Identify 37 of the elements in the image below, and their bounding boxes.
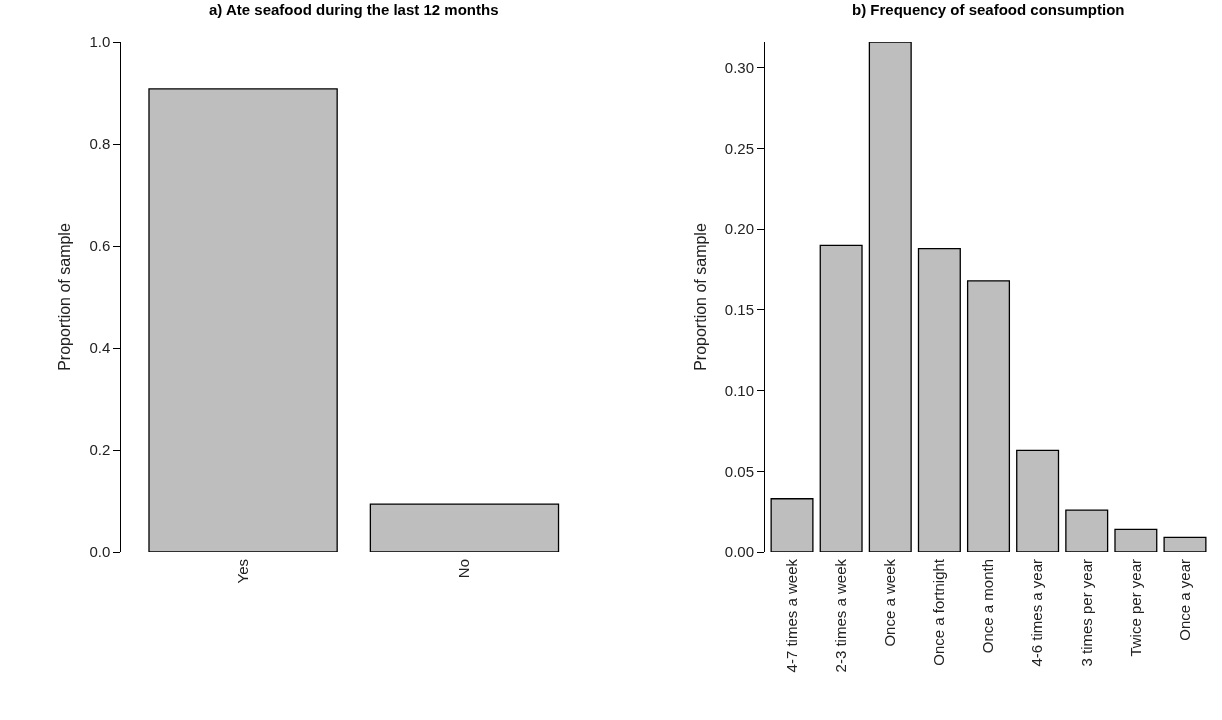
x-tick-label: 2-3 times a week [832, 558, 850, 673]
bar [770, 498, 814, 552]
y-tick-label: 0.6 [89, 237, 111, 255]
y-tick-label: 0.4 [89, 339, 111, 357]
y-tick-label: 0.15 [724, 301, 754, 319]
x-tick-label: Once a year [1175, 559, 1193, 641]
y-tick-label: 0.0 [89, 543, 111, 561]
y-tick-label: 0.00 [724, 543, 754, 561]
x-tick-label: Once a week [881, 558, 899, 647]
y-tick-label: 1.0 [89, 33, 111, 51]
bar [966, 280, 1011, 552]
x-tick-label: No [455, 559, 473, 579]
x-tick-label: Once a fortnight [930, 558, 948, 666]
x-tick-label: 3 times per year [1077, 559, 1095, 667]
y-tick-label: 0.20 [724, 220, 754, 238]
x-tick-label: 4-7 times a week [782, 558, 800, 673]
bar [1114, 528, 1158, 552]
y-tick-label: 0.2 [89, 441, 111, 459]
y-tick-label: 0.25 [724, 139, 754, 157]
bar [819, 244, 863, 552]
y-tick-label: 0.05 [724, 462, 754, 480]
y-axis-title: Proportion of sample [691, 223, 709, 371]
bar [1065, 509, 1109, 552]
bar [1016, 449, 1060, 552]
y-tick-label: 0.10 [724, 381, 754, 399]
chart-title: a) Ate seafood during the last 12 months [209, 1, 499, 18]
y-axis-title: Proportion of sample [56, 223, 74, 371]
bar [868, 42, 912, 552]
x-tick-label: 4-6 times a year [1028, 559, 1046, 667]
y-tick-label: 0.30 [724, 59, 754, 77]
y-tick-label: 0.8 [89, 135, 111, 153]
x-tick-label: Yes [233, 559, 251, 584]
bar [917, 247, 961, 552]
x-tick-label: Once a month [979, 559, 997, 654]
x-tick-label: Twice per year [1126, 559, 1144, 657]
chart-title: b) Frequency of seafood consumption [852, 1, 1125, 18]
bar [1163, 536, 1207, 552]
